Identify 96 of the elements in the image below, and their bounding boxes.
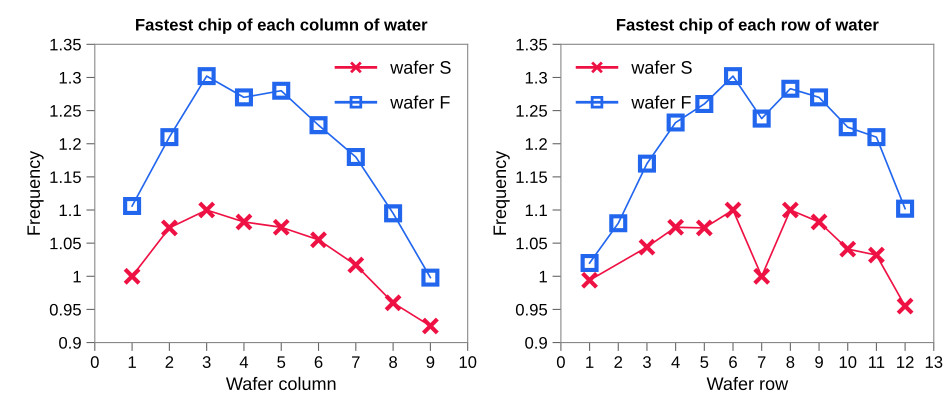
point xyxy=(421,268,440,287)
point xyxy=(752,267,771,286)
x-tick-label: 11 xyxy=(869,356,884,368)
chart-title: Fastest chip of each column of water xyxy=(136,18,428,34)
y-tick-label: 1 xyxy=(540,270,547,282)
point xyxy=(123,197,142,216)
point xyxy=(810,88,828,106)
x-tick-label: 13 xyxy=(926,356,942,368)
point xyxy=(384,294,402,312)
x-tick-label: 3 xyxy=(642,356,651,368)
point xyxy=(272,82,290,100)
point xyxy=(695,218,714,237)
x-tick-label: 5 xyxy=(277,356,286,368)
x-axis-title: Wafer column xyxy=(226,376,336,390)
legend-label: wafer S xyxy=(390,60,451,74)
x-tick-label: 9 xyxy=(426,356,434,368)
point xyxy=(838,118,857,136)
x-tick-label: 3 xyxy=(202,356,211,368)
point xyxy=(638,238,656,256)
point xyxy=(666,114,685,132)
x-tick-label: 6 xyxy=(314,356,322,368)
y-tick-label: 1.15 xyxy=(50,171,81,184)
point xyxy=(810,212,828,231)
y-tick-label: 0.95 xyxy=(516,304,548,316)
point xyxy=(346,256,365,274)
point xyxy=(160,128,178,146)
legend-label: wafer F xyxy=(390,95,450,109)
y-axis-title: Frequency xyxy=(494,150,510,235)
point xyxy=(123,267,142,286)
point xyxy=(346,148,365,166)
point xyxy=(666,218,685,236)
x-tick-label: 2 xyxy=(614,356,622,368)
legend-label: wafer F xyxy=(631,95,691,109)
point xyxy=(867,246,886,264)
point xyxy=(724,67,742,86)
y-tick-label: 0.9 xyxy=(525,336,547,349)
point xyxy=(724,200,742,220)
point xyxy=(160,218,178,237)
point xyxy=(781,200,800,220)
point xyxy=(234,212,253,231)
x-tick-label: 8 xyxy=(786,356,794,368)
y-tick-label: 1.3 xyxy=(526,72,547,84)
x-tick-label: 2 xyxy=(166,356,174,368)
point xyxy=(896,297,914,316)
x-tick-label: 0 xyxy=(556,356,565,368)
x-tick-label: 4 xyxy=(671,356,680,368)
point xyxy=(198,67,216,86)
point xyxy=(580,254,599,272)
point xyxy=(310,116,328,134)
y-tick-label: 1.1 xyxy=(526,204,547,216)
point xyxy=(580,271,599,290)
point xyxy=(198,200,216,220)
point xyxy=(609,214,628,232)
legend-label: wafer S xyxy=(631,60,692,74)
y-tick-label: 1.05 xyxy=(50,238,81,250)
y-tick-label: 1 xyxy=(74,270,81,282)
chart-title: Fastest chip of each row of water xyxy=(616,18,879,34)
x-tick-label: 10 xyxy=(460,356,476,368)
point xyxy=(234,88,253,106)
x-tick-label: 5 xyxy=(700,356,708,368)
y-tick-label: 1.3 xyxy=(60,72,81,84)
point xyxy=(695,94,714,114)
point xyxy=(638,154,656,173)
y-tick-label: 1.2 xyxy=(60,138,81,150)
y-tick-label: 1.35 xyxy=(516,38,548,51)
y-tick-label: 1.15 xyxy=(516,171,548,184)
point xyxy=(384,204,402,222)
x-tick-label: 4 xyxy=(240,356,248,368)
y-tick-label: 0.95 xyxy=(50,304,81,316)
x-tick-label: 1 xyxy=(586,356,594,368)
x-tick-label: 10 xyxy=(840,356,856,368)
y-tick-label: 1.25 xyxy=(50,105,81,117)
x-tick-label: 7 xyxy=(758,356,766,368)
x-tick-label: 1 xyxy=(128,356,136,368)
y-tick-label: 1.2 xyxy=(526,138,547,150)
x-tick-label: 6 xyxy=(729,356,737,368)
x-tick-label: 7 xyxy=(352,356,360,368)
y-tick-label: 1.05 xyxy=(516,238,548,250)
x-tick-label: 0 xyxy=(90,356,99,368)
point xyxy=(867,128,886,146)
y-axis-title: Frequency xyxy=(27,150,44,235)
point xyxy=(752,110,771,128)
y-tick-label: 1.35 xyxy=(50,38,81,51)
point xyxy=(272,218,290,236)
point xyxy=(896,200,914,218)
point xyxy=(421,316,440,336)
x-axis-title: Wafer row xyxy=(706,376,788,390)
y-tick-label: 0.9 xyxy=(59,336,81,349)
x-tick-label: 8 xyxy=(389,356,398,368)
point xyxy=(838,240,857,258)
y-tick-label: 1.1 xyxy=(60,204,81,216)
y-tick-label: 1.25 xyxy=(516,105,548,117)
x-tick-label: 12 xyxy=(897,356,914,368)
point xyxy=(310,230,328,249)
point xyxy=(781,80,800,98)
x-tick-label: 9 xyxy=(815,356,823,368)
